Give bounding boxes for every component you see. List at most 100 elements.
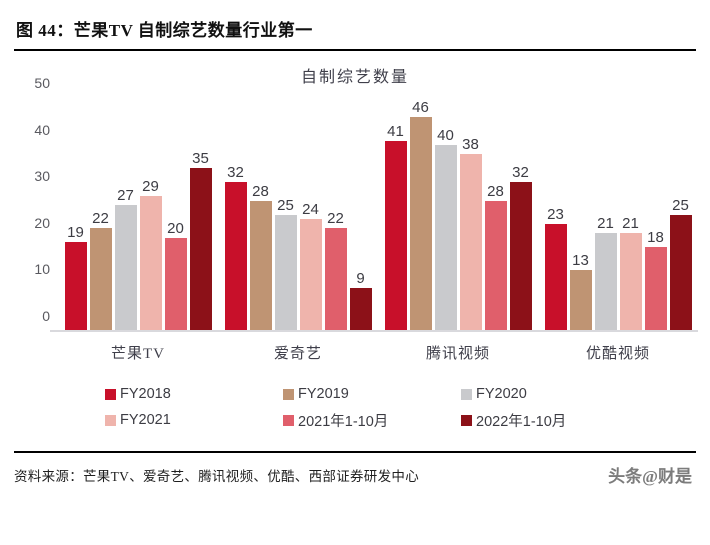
bar[interactable] — [509, 182, 532, 330]
figure-header: 图 44：芒果TV 自制综艺数量行业第一 — [0, 0, 710, 41]
legend-swatch-icon — [105, 414, 116, 426]
bar-value-label: 21 — [622, 214, 639, 232]
bar[interactable] — [114, 205, 137, 330]
bar-slot: 22 — [324, 99, 347, 330]
bar-slot: 21 — [594, 99, 617, 330]
chart-panel: 自制综艺数量 0 10 20 30 40 50 19 22 27 29 20 35 32 28 25 24 2… — [0, 51, 710, 451]
y-axis-tick: 10 — [34, 261, 50, 278]
bar[interactable] — [164, 237, 187, 330]
plot-area: 0 10 20 30 40 50 19 22 27 29 20 35 32 28 25 24 22 9 41 46 4… — [34, 75, 698, 332]
bar[interactable] — [224, 182, 247, 330]
legend-label: FY2021 — [120, 412, 171, 428]
bar-slot: 9 — [349, 99, 372, 330]
bar[interactable] — [349, 288, 372, 330]
y-axis-tick: 30 — [34, 168, 50, 185]
y-axis-tick: 50 — [34, 75, 50, 91]
bar-slot: 21 — [619, 99, 642, 330]
bar-slot: 27 — [114, 99, 137, 330]
x-axis-line — [50, 330, 698, 332]
bar-slot: 25 — [274, 99, 297, 330]
bar[interactable] — [669, 214, 692, 330]
bar[interactable] — [644, 246, 667, 330]
legend-swatch-icon — [283, 388, 294, 400]
bar[interactable] — [139, 196, 162, 330]
bar[interactable] — [89, 228, 112, 330]
bar[interactable] — [544, 223, 567, 330]
legend-item[interactable]: FY2021 — [105, 407, 283, 433]
bar-value-label: 13 — [572, 251, 589, 269]
chart-title: 自制综艺数量 — [300, 69, 409, 86]
legend-item[interactable]: FY2020 — [461, 381, 605, 407]
legend-swatch-icon — [461, 388, 472, 400]
bar-slot: 13 — [569, 99, 592, 330]
bar-value-label: 25 — [672, 196, 689, 214]
bar-value-label: 21 — [597, 214, 614, 232]
bar[interactable] — [619, 232, 642, 330]
legend-label: 2021年1-10月 — [298, 413, 389, 430]
bar-value-label: 20 — [167, 219, 184, 237]
bar[interactable] — [569, 269, 592, 330]
bar-slot: 22 — [89, 99, 112, 330]
bar[interactable] — [64, 242, 87, 330]
watermark: 头条@财是 — [608, 467, 692, 486]
y-axis-tick: 20 — [34, 214, 50, 231]
bar-value-label: 19 — [67, 224, 84, 242]
bar-slot: 29 — [139, 99, 162, 330]
y-axis-tick: 40 — [34, 121, 50, 138]
bar-slot: 20 — [164, 99, 187, 330]
bar-group: 23 13 21 21 18 25 — [544, 99, 692, 330]
bar[interactable] — [484, 200, 507, 330]
legend-swatch-icon — [283, 414, 294, 426]
bar-value-label: 27 — [117, 187, 134, 205]
bar[interactable] — [409, 117, 432, 330]
legend-swatch-icon — [105, 388, 116, 400]
bar-value-label: 32 — [227, 164, 244, 182]
bar-slot: 18 — [644, 99, 667, 330]
bar[interactable] — [249, 200, 272, 330]
legend-label: FY2018 — [120, 386, 171, 402]
bar-slot: 32 — [224, 99, 247, 330]
bar[interactable] — [274, 214, 297, 330]
bar-value-label: 22 — [327, 210, 344, 228]
bar[interactable] — [594, 232, 617, 330]
bar-value-label: 22 — [92, 210, 109, 228]
legend-swatch-icon — [461, 414, 472, 426]
bar-slot: 28 — [484, 99, 507, 330]
bar-slot: 32 — [509, 99, 532, 330]
source-note: 资料来源：芒果TV、爱奇艺、腾讯视频、优酷、西部证券研发中心 — [14, 468, 419, 484]
bar[interactable] — [384, 140, 407, 330]
bar-slot: 28 — [249, 99, 272, 330]
bar-slot: 35 — [189, 99, 212, 330]
bar[interactable] — [189, 168, 212, 330]
header-divider — [14, 49, 696, 51]
footer-divider — [14, 451, 696, 453]
category-label: 腾讯视频 — [425, 346, 490, 362]
bar-value-label: 24 — [302, 201, 319, 219]
page-title: 图 44：芒果TV 自制综艺数量行业第一 — [16, 21, 313, 40]
bar-slot: 40 — [434, 99, 457, 330]
legend-item[interactable]: 2022年1-10月 — [461, 407, 605, 433]
bar-slot: 46 — [409, 99, 432, 330]
bar[interactable] — [324, 228, 347, 330]
legend-label: FY2019 — [298, 386, 349, 402]
legend-item[interactable]: FY2018 — [105, 381, 283, 407]
bar-value-label: 38 — [462, 136, 479, 154]
bar-value-label: 41 — [387, 122, 404, 140]
legend-item[interactable]: 2021年1-10月 — [283, 407, 461, 433]
bar-slot: 25 — [669, 99, 692, 330]
bar-slot: 41 — [384, 99, 407, 330]
bar[interactable] — [459, 154, 482, 330]
bar-slot: 19 — [64, 99, 87, 330]
bar-slot: 23 — [544, 99, 567, 330]
bar-value-label: 28 — [252, 182, 269, 200]
bar-value-label: 35 — [192, 150, 209, 168]
bar[interactable] — [434, 145, 457, 330]
bar-slot: 38 — [459, 99, 482, 330]
bar[interactable] — [299, 219, 322, 330]
bar-value-label: 9 — [356, 270, 365, 288]
bar-value-label: 40 — [437, 127, 454, 145]
category-axis-labels: 芒果TV 爱奇艺 腾讯视频 优酷视频 — [58, 342, 698, 363]
legend-label: 2022年1-10月 — [476, 413, 567, 430]
bar-group: 19 22 27 29 20 35 — [64, 99, 212, 330]
legend-item[interactable]: FY2019 — [283, 381, 461, 407]
